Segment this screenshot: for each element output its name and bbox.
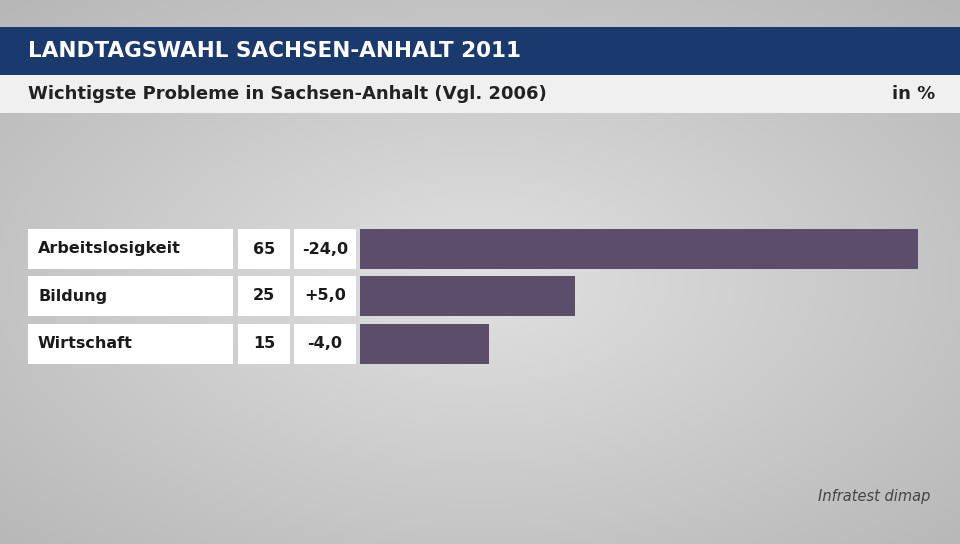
Text: Bildung: Bildung xyxy=(38,288,108,304)
Text: Arbeitslosigkeit: Arbeitslosigkeit xyxy=(38,242,180,257)
Bar xyxy=(360,229,918,269)
Bar xyxy=(238,276,290,316)
Text: +5,0: +5,0 xyxy=(304,288,346,304)
Bar xyxy=(294,276,356,316)
Bar xyxy=(0,27,960,75)
Bar xyxy=(238,324,290,364)
Bar xyxy=(28,276,233,316)
Text: in %: in % xyxy=(892,85,935,103)
Text: LANDTAGSWAHL SACHSEN-ANHALT 2011: LANDTAGSWAHL SACHSEN-ANHALT 2011 xyxy=(28,41,521,61)
Bar xyxy=(360,276,575,316)
Bar xyxy=(294,324,356,364)
Text: Infratest dimap: Infratest dimap xyxy=(818,489,930,504)
Bar xyxy=(294,229,356,269)
Text: -4,0: -4,0 xyxy=(307,337,343,351)
Text: Wichtigste Probleme in Sachsen-Anhalt (Vgl. 2006): Wichtigste Probleme in Sachsen-Anhalt (V… xyxy=(28,85,547,103)
Text: 15: 15 xyxy=(252,337,276,351)
Text: -24,0: -24,0 xyxy=(302,242,348,257)
Bar xyxy=(28,324,233,364)
Bar xyxy=(28,229,233,269)
Text: 25: 25 xyxy=(252,288,276,304)
Bar xyxy=(360,324,489,364)
Bar xyxy=(238,229,290,269)
Bar xyxy=(0,75,960,113)
Text: 65: 65 xyxy=(252,242,276,257)
Text: Wirtschaft: Wirtschaft xyxy=(38,337,132,351)
